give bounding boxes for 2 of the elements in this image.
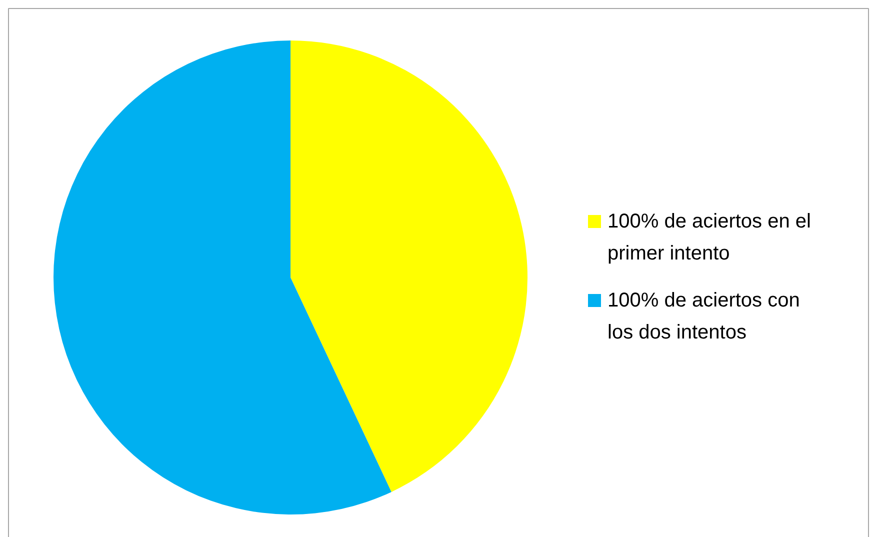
legend-label: 100% de aciertos en el primer intento (608, 210, 811, 264)
legend-label: 100% de aciertos con los dos intentos (608, 290, 800, 344)
